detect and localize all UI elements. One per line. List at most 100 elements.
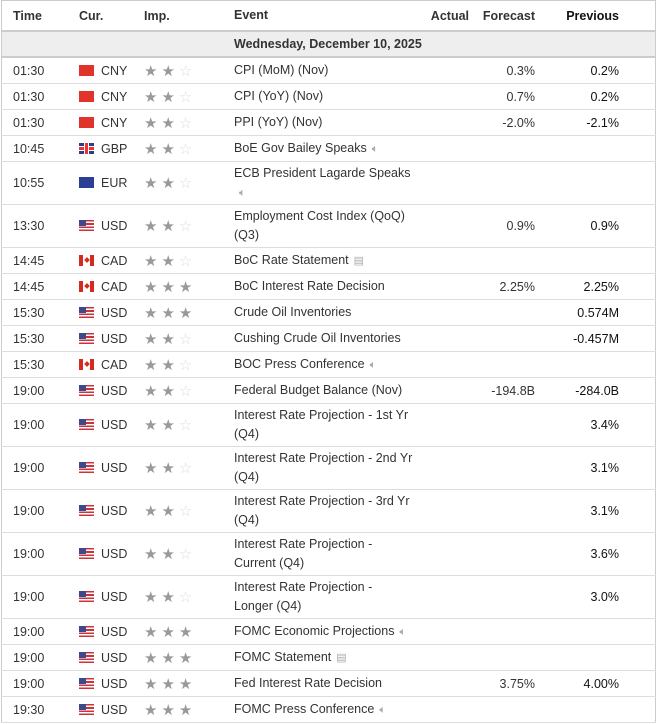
event-title[interactable]: Interest Rate Projection - 3rd Yr (Q4) — [234, 494, 410, 527]
event-previous: -284.0B — [535, 377, 619, 404]
event-title[interactable]: Crude Oil Inventories — [234, 305, 352, 319]
event-previous — [535, 644, 619, 671]
event-currency: USD — [79, 670, 144, 697]
event-title[interactable]: FOMC Press Conference — [234, 701, 375, 716]
event-actual — [414, 299, 469, 326]
event-row[interactable]: 15:30 USD ★ ★ ★ Crude Oil Inventories 0.574M — [1, 299, 656, 326]
star-empty-icon: ☆ — [178, 252, 193, 270]
event-name[interactable]: FOMC Press Conference 🔈︎ — [234, 696, 414, 723]
event-forecast: 0.7% — [469, 83, 535, 110]
event-row[interactable]: 19:00 USD ★ ★ ☆ Interest Rate Projection - 1s… — [1, 403, 656, 447]
event-name[interactable]: BoE Gov Bailey Speaks 🔈︎ — [234, 135, 414, 162]
flag-usd-icon — [79, 419, 94, 430]
event-time: 19:00 — [1, 575, 79, 619]
event-name[interactable]: BoC Rate Statement ▤ — [234, 247, 414, 274]
event-name[interactable]: Interest Rate Projection - 3rd Yr (Q4) — [234, 489, 414, 533]
event-title[interactable]: Fed Interest Rate Decision — [234, 676, 382, 690]
event-row[interactable]: 19:00 USD ★ ★ ☆ Interest Rate Projection - 2n… — [1, 446, 656, 490]
event-forecast: 0.9% — [469, 204, 535, 248]
header-time[interactable]: Time — [1, 0, 79, 32]
flag-usd-icon — [79, 591, 94, 602]
importance-stars: ★ ★ ☆ — [144, 377, 234, 404]
event-row[interactable]: 19:00 USD ★ ★ ★ FOMC Economic Projections 🔈︎ — [1, 618, 656, 645]
event-row[interactable]: 15:30 USD ★ ★ ☆ Cushing Crude Oil Inventories… — [1, 325, 656, 352]
importance-stars: ★ ★ ☆ — [144, 161, 234, 205]
event-name[interactable]: CPI (MoM) (Nov) — [234, 57, 414, 84]
header-currency[interactable]: Cur. — [79, 0, 144, 32]
event-title[interactable]: BoC Interest Rate Decision — [234, 279, 385, 293]
speaker-icon[interactable]: 🔈︎ — [399, 625, 407, 638]
event-row[interactable]: 19:00 USD ★ ★ ☆ Federal Budget Balance (Nov) -… — [1, 377, 656, 404]
event-title[interactable]: Federal Budget Balance (Nov) — [234, 383, 403, 397]
event-row[interactable]: 01:30 CNY ★ ★ ☆ CPI (YoY) (Nov) 0.7% 0.2% — [1, 83, 656, 110]
speaker-icon[interactable]: 🔈︎ — [369, 358, 377, 371]
event-name[interactable]: Interest Rate Projection - 1st Yr (Q4) — [234, 403, 414, 447]
speaker-icon[interactable]: 🔈︎ — [371, 142, 379, 155]
event-name[interactable]: Interest Rate Projection - 2nd Yr (Q4) — [234, 446, 414, 490]
event-title[interactable]: Employment Cost Index (QoQ) (Q3) — [234, 209, 405, 242]
event-row[interactable]: 10:55 EUR ★ ★ ☆ ECB President Lagarde Speaks🔈… — [1, 161, 656, 205]
event-name[interactable]: CPI (YoY) (Nov) — [234, 83, 414, 110]
star-empty-icon: ☆ — [178, 114, 193, 132]
event-title[interactable]: ECB President Lagarde Speaks — [234, 165, 411, 180]
speaker-icon[interactable]: 🔈︎ — [239, 186, 246, 199]
event-name[interactable]: FOMC Statement ▤ — [234, 644, 414, 671]
importance-stars: ★ ★ ★ — [144, 696, 234, 723]
event-name[interactable]: Federal Budget Balance (Nov) — [234, 377, 414, 404]
star-filled-icon: ★ — [161, 175, 175, 192]
event-name[interactable]: PPI (YoY) (Nov) — [234, 109, 414, 136]
event-title[interactable]: CPI (YoY) (Nov) — [234, 89, 324, 103]
event-row[interactable]: 19:00 USD ★ ★ ☆ Interest Rate Projection - 3r… — [1, 489, 656, 533]
event-name[interactable]: BOC Press Conference 🔈︎ — [234, 351, 414, 378]
document-icon[interactable]: ▤ — [336, 651, 347, 664]
event-row[interactable]: 19:00 USD ★ ★ ☆ Interest Rate Projection - Cu… — [1, 532, 656, 576]
header-actual[interactable]: Actual — [414, 0, 469, 32]
event-row[interactable]: 19:00 USD ★ ★ ☆ Interest Rate Projection - Lo… — [1, 575, 656, 619]
event-name[interactable]: Crude Oil Inventories — [234, 299, 414, 326]
event-title[interactable]: Cushing Crude Oil Inventories — [234, 331, 401, 345]
speaker-icon[interactable]: 🔈︎ — [379, 703, 386, 716]
event-name[interactable]: Fed Interest Rate Decision — [234, 670, 414, 697]
event-currency: USD — [79, 325, 144, 352]
star-empty-icon: ☆ — [178, 62, 193, 80]
event-name[interactable]: Interest Rate Projection - Longer (Q4) — [234, 575, 414, 619]
event-title[interactable]: BOC Press Conference — [234, 356, 365, 371]
importance-stars: ★ ★ ☆ — [144, 446, 234, 490]
header-forecast[interactable]: Forecast — [469, 0, 535, 32]
event-row[interactable]: 14:45 CAD ★ ★ ★ BoC Interest Rate Decision 2.2… — [1, 273, 656, 300]
event-row[interactable]: 13:30 USD ★ ★ ☆ Employment Cost Index (QoQ) (… — [1, 204, 656, 248]
event-name[interactable]: FOMC Economic Projections 🔈︎ — [234, 618, 414, 645]
event-title[interactable]: Interest Rate Projection - 2nd Yr (Q4) — [234, 451, 413, 484]
event-row[interactable]: 01:30 CNY ★ ★ ☆ CPI (MoM) (Nov) 0.3% 0.2% — [1, 57, 656, 84]
event-title[interactable]: CPI (MoM) (Nov) — [234, 63, 329, 77]
event-row[interactable]: 10:45 GBP ★ ★ ☆ BoE Gov Bailey Speaks 🔈︎ — [1, 135, 656, 162]
header-previous[interactable]: Previous — [535, 0, 619, 32]
importance-stars: ★ ★ ★ — [144, 644, 234, 671]
event-row[interactable]: 19:30 USD ★ ★ ★ FOMC Press Conference 🔈︎ — [1, 696, 656, 723]
event-row[interactable]: 01:30 CNY ★ ★ ☆ PPI (YoY) (Nov) -2.0% -2.1% — [1, 109, 656, 136]
event-name[interactable]: Interest Rate Projection - Current (Q4) — [234, 532, 414, 576]
event-title[interactable]: Interest Rate Projection - 1st Yr (Q4) — [234, 408, 409, 441]
event-row[interactable]: 19:00 USD ★ ★ ★ Fed Interest Rate Decision 3.7… — [1, 670, 656, 697]
event-title[interactable]: FOMC Economic Projections — [234, 623, 395, 638]
event-row[interactable]: 15:30 CAD ★ ★ ☆ BOC Press Conference 🔈︎ — [1, 351, 656, 378]
event-row[interactable]: 14:45 CAD ★ ★ ☆ BoC Rate Statement ▤ — [1, 247, 656, 274]
event-title[interactable]: PPI (YoY) (Nov) — [234, 115, 323, 129]
event-title[interactable]: BoC Rate Statement — [234, 252, 349, 267]
event-name[interactable]: ECB President Lagarde Speaks 🔈︎ — [234, 161, 414, 205]
event-title[interactable]: BoE Gov Bailey Speaks — [234, 140, 367, 155]
event-row[interactable]: 19:00 USD ★ ★ ★ FOMC Statement ▤ — [1, 644, 656, 671]
event-name[interactable]: BoC Interest Rate Decision — [234, 273, 414, 300]
event-name[interactable]: Employment Cost Index (QoQ) (Q3) — [234, 204, 414, 248]
star-filled-icon: ★ — [178, 623, 193, 641]
event-name[interactable]: Cushing Crude Oil Inventories — [234, 325, 414, 352]
importance-stars: ★ ★ ★ — [144, 273, 234, 300]
document-icon[interactable]: ▤ — [353, 254, 365, 267]
importance-stars: ★ ★ ☆ — [144, 575, 234, 619]
event-previous: 0.2% — [535, 83, 619, 110]
event-title[interactable]: FOMC Statement — [234, 649, 332, 664]
event-title[interactable]: Interest Rate Projection - Current (Q4) — [234, 537, 373, 570]
header-event[interactable]: Event — [234, 0, 414, 32]
header-importance[interactable]: Imp. — [144, 0, 234, 32]
event-title[interactable]: Interest Rate Projection - Longer (Q4) — [234, 580, 373, 613]
